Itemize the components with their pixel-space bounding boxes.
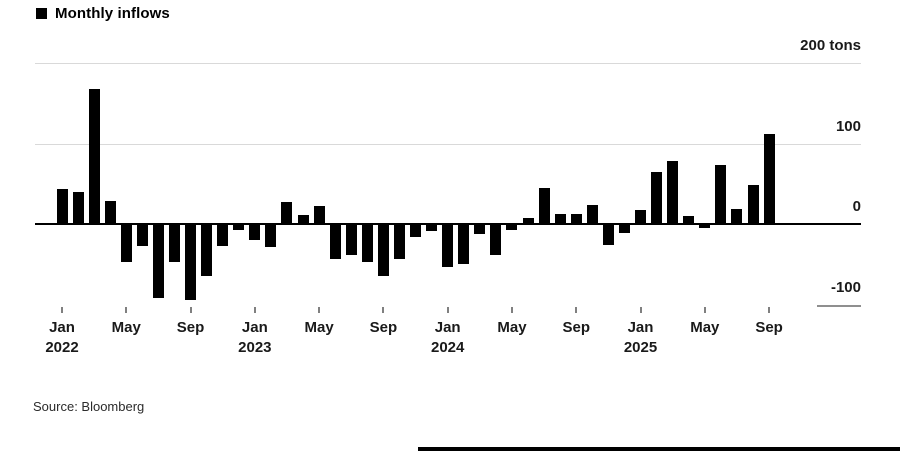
chart-legend: Monthly inflows <box>36 5 170 22</box>
x-axis-label: Sep <box>369 319 398 336</box>
x-tick <box>253 307 256 313</box>
x-tick <box>703 307 706 313</box>
bar <box>56 189 68 224</box>
bar <box>201 224 213 276</box>
bar <box>586 205 598 224</box>
bar <box>747 184 759 224</box>
x-tick <box>189 307 192 313</box>
bar <box>618 224 630 233</box>
x-axis-label: Jan 2024 <box>416 318 480 358</box>
legend-label: Monthly inflows <box>55 5 170 22</box>
x-axis-label: May <box>304 319 334 336</box>
bar <box>731 208 743 224</box>
bar <box>217 224 229 246</box>
bar <box>72 191 84 224</box>
source-note: Source: Bloomberg <box>33 399 145 414</box>
gridline-negative-segment <box>817 304 861 307</box>
bar <box>136 224 148 246</box>
x-axis-label: May <box>690 319 720 336</box>
y-axis-label: 100 <box>835 117 861 135</box>
bar <box>281 202 293 224</box>
x-axis-year-label: 2023 <box>238 339 272 356</box>
y-axis-label: 0 <box>852 198 861 215</box>
bar <box>635 209 647 224</box>
bar <box>458 224 470 265</box>
bar <box>88 88 100 224</box>
bar <box>667 161 679 224</box>
bar <box>554 213 566 224</box>
bar <box>104 201 116 224</box>
x-tick <box>510 307 513 313</box>
y-axis-label: 200 tons <box>800 37 861 54</box>
x-tick <box>125 307 128 313</box>
x-axis-year-label: 2022 <box>45 339 79 356</box>
bar <box>249 224 261 241</box>
x-axis-label: May <box>497 319 527 336</box>
bar <box>345 224 357 256</box>
x-axis-label: Sep <box>176 319 205 336</box>
x-tick <box>61 307 63 313</box>
bar <box>538 187 550 224</box>
x-axis-label: Jan 2025 <box>609 318 673 358</box>
bar <box>715 165 727 224</box>
x-tick <box>318 307 321 313</box>
bar <box>393 224 405 259</box>
bar <box>377 224 389 276</box>
bar <box>297 215 309 224</box>
bar <box>763 133 775 224</box>
legend-swatch-icon <box>36 8 47 19</box>
zero-axis-line <box>35 223 861 225</box>
gridline <box>35 63 861 64</box>
bar <box>602 224 614 245</box>
bar <box>426 224 438 232</box>
bar <box>506 224 518 231</box>
bar <box>490 224 502 255</box>
bar <box>313 206 325 224</box>
x-tick <box>768 307 771 313</box>
bar <box>185 224 197 301</box>
x-axis-label: Sep <box>562 319 590 336</box>
bar <box>651 171 663 224</box>
x-tick <box>382 307 385 313</box>
x-tick <box>639 307 642 313</box>
bar <box>474 224 486 234</box>
bottom-edge-bar <box>418 447 900 451</box>
bar <box>168 224 180 262</box>
bar <box>699 224 711 229</box>
y-axis-label: -100 <box>830 278 861 296</box>
bar <box>410 224 422 237</box>
bar <box>120 224 132 262</box>
x-tick <box>446 307 449 313</box>
bar <box>522 217 534 224</box>
bar <box>683 215 695 224</box>
bar <box>570 214 582 224</box>
x-axis-label: May <box>111 319 141 336</box>
x-axis-label: Jan 2023 <box>223 318 287 358</box>
gridline <box>35 143 861 145</box>
x-axis-label: Sep <box>755 319 783 336</box>
x-axis-label: Jan 2022 <box>30 318 94 358</box>
bar <box>265 224 277 247</box>
x-axis-year-label: 2025 <box>623 339 658 356</box>
x-axis-year-label: 2024 <box>430 339 465 356</box>
bar <box>152 224 164 299</box>
x-tick <box>575 307 578 313</box>
bar <box>442 224 454 267</box>
bar <box>233 224 245 231</box>
bar <box>329 224 341 259</box>
bar <box>361 224 373 262</box>
